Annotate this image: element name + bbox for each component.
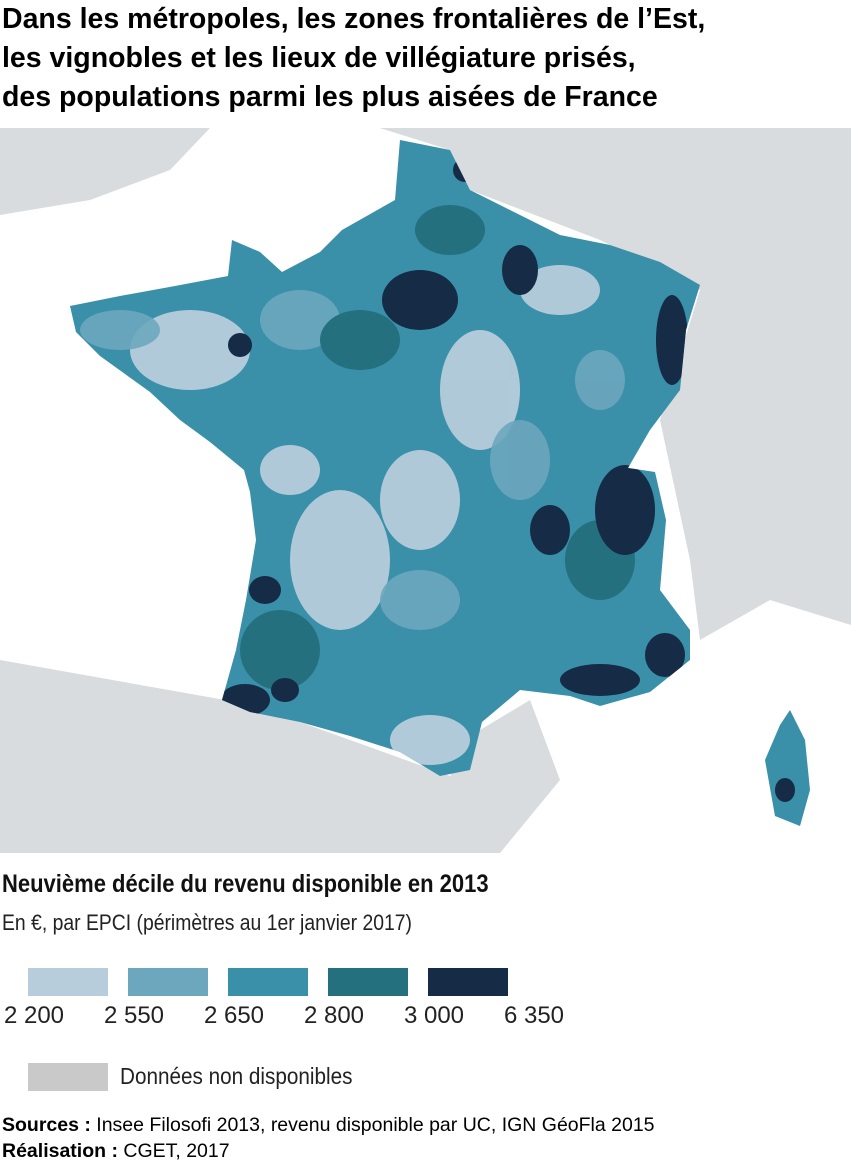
map (0, 128, 851, 853)
legend-swatch (428, 968, 508, 996)
legend-break: 2 650 (203, 1002, 265, 1029)
sources-label: Sources : (2, 1114, 91, 1136)
corsica (765, 710, 810, 826)
legend-swatch (28, 968, 108, 996)
sources: Sources : Insee Filosofi 2013, revenu di… (2, 1114, 655, 1137)
legend-swatch (328, 968, 408, 996)
no-data-label: Données non disponibles (120, 1063, 353, 1089)
sources-text: Insee Filosofi 2013, revenu disponible p… (96, 1114, 655, 1136)
title-line: Dans les métropoles, les zones frontaliè… (2, 3, 706, 35)
legend-title: Neuvième décile du revenu disponible en … (2, 870, 489, 898)
legend-break: 2 800 (303, 1002, 365, 1029)
neighbours (0, 128, 851, 853)
no-data-swatch (28, 1063, 108, 1091)
legend-subtitle: En €, par EPCI (périmètres au 1er janvie… (2, 910, 412, 935)
credit: Réalisation : CGET, 2017 (2, 1140, 230, 1163)
legend-break: 2 200 (3, 1002, 65, 1029)
title-line: des populations parmi les plus aisées de… (2, 81, 658, 113)
legend-break: 2 550 (103, 1002, 165, 1029)
title-line: les vignobles et les lieux de villégiatu… (2, 42, 636, 74)
legend-break: 6 350 (503, 1002, 565, 1029)
credit-text: CGET, 2017 (123, 1140, 230, 1162)
legend-break: 3 000 (403, 1002, 465, 1029)
legend-swatch (228, 968, 308, 996)
legend-swatch (128, 968, 208, 996)
title: Dans les métropoles, les zones frontaliè… (2, 0, 705, 117)
corsica-area (775, 778, 795, 802)
credit-label: Réalisation : (2, 1140, 118, 1162)
